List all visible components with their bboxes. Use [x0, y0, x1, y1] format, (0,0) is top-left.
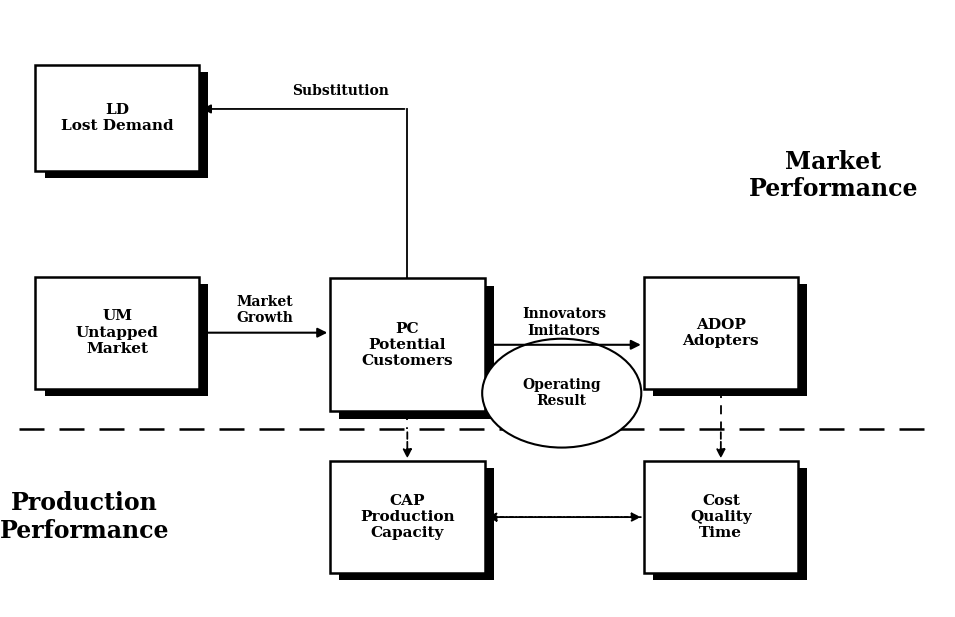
FancyBboxPatch shape: [653, 468, 807, 581]
Text: Innovators
Imitators: Innovators Imitators: [522, 307, 606, 337]
Text: PC
Potential
Customers: PC Potential Customers: [362, 321, 453, 368]
Text: Substitution: Substitution: [292, 84, 389, 98]
Text: CAP
Production
Capacity: CAP Production Capacity: [360, 494, 455, 540]
Text: Market
Growth: Market Growth: [236, 295, 293, 325]
Text: Market
Performance: Market Performance: [749, 149, 918, 201]
FancyBboxPatch shape: [45, 284, 208, 396]
FancyBboxPatch shape: [339, 468, 494, 581]
FancyBboxPatch shape: [35, 65, 199, 171]
Text: LD
Lost Demand: LD Lost Demand: [61, 103, 174, 133]
FancyBboxPatch shape: [339, 286, 494, 418]
FancyBboxPatch shape: [45, 72, 208, 178]
Ellipse shape: [482, 339, 642, 447]
FancyBboxPatch shape: [330, 461, 484, 573]
Text: Operating
Result: Operating Result: [522, 378, 601, 408]
FancyBboxPatch shape: [644, 461, 798, 573]
Text: ADOP
Adopters: ADOP Adopters: [683, 318, 759, 348]
Text: Production
Performance: Production Performance: [0, 491, 169, 543]
FancyBboxPatch shape: [644, 277, 798, 389]
Text: UM
Untapped
Market: UM Untapped Market: [75, 310, 159, 356]
Text: Cost
Quality
Time: Cost Quality Time: [690, 494, 752, 540]
FancyBboxPatch shape: [653, 284, 807, 396]
FancyBboxPatch shape: [35, 277, 199, 389]
FancyBboxPatch shape: [330, 278, 484, 412]
